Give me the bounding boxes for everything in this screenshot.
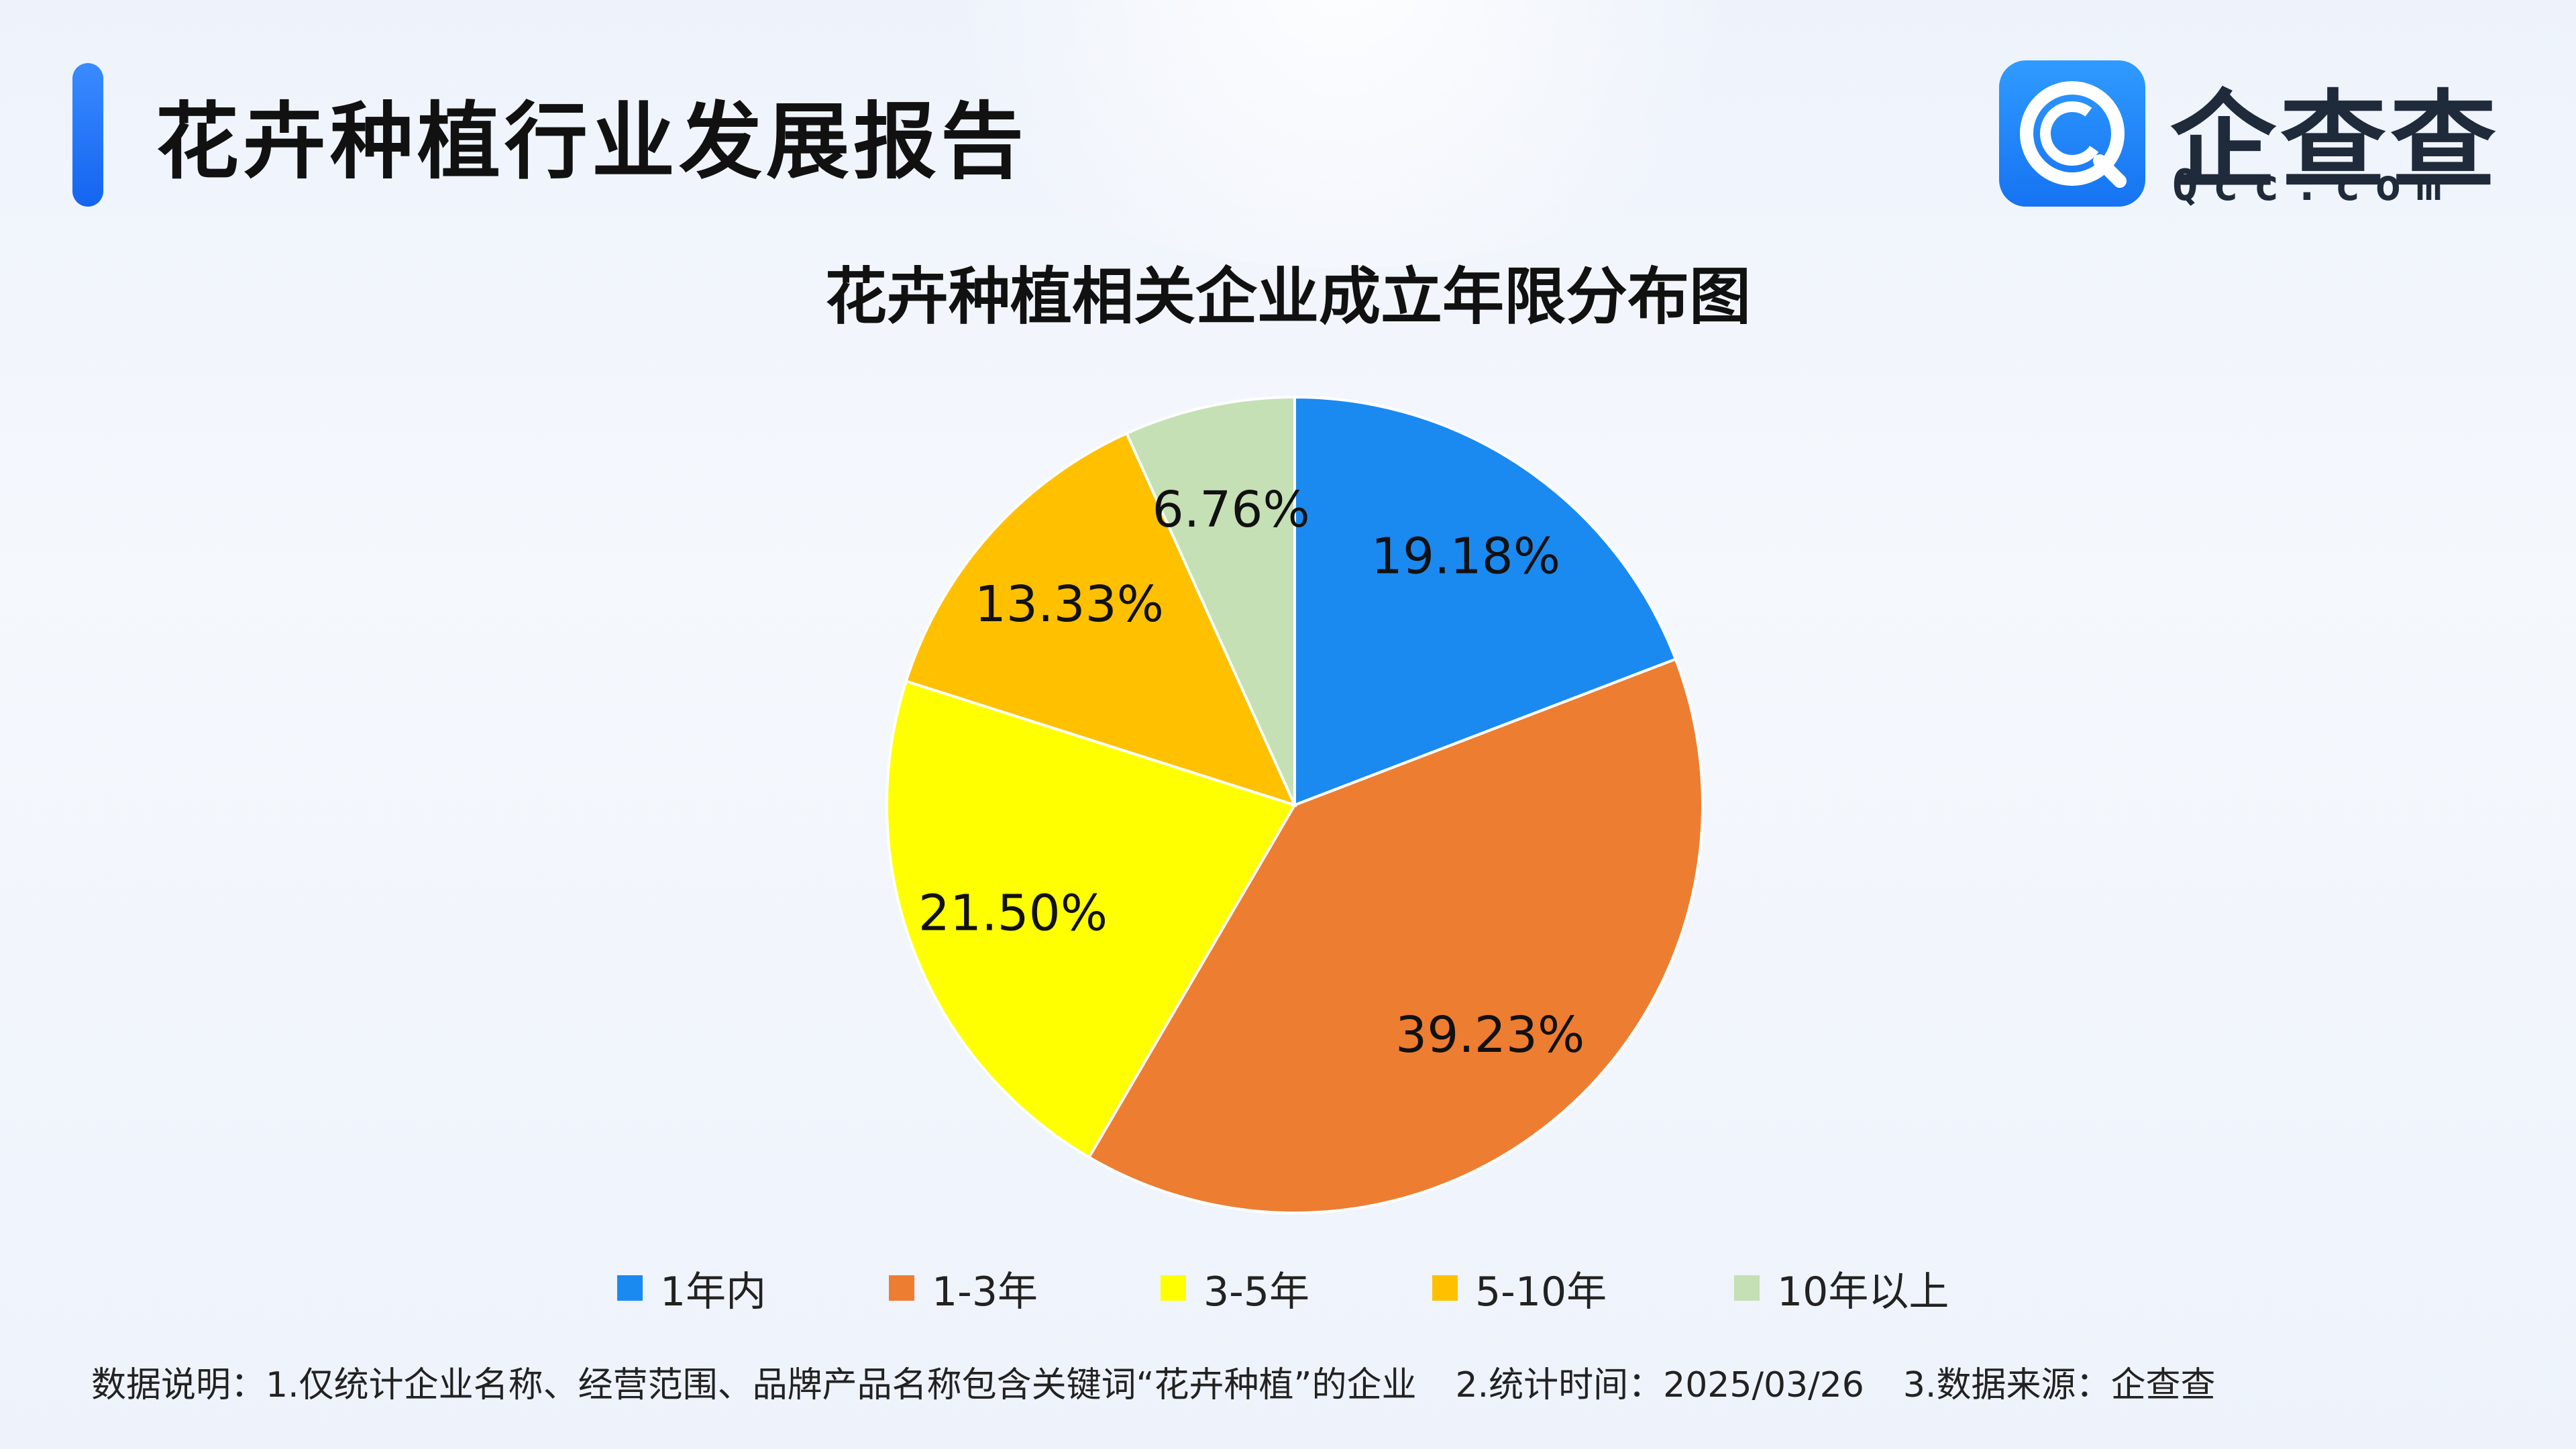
slice-label: 39.23% [1395, 1006, 1585, 1064]
legend-swatch [1734, 1275, 1760, 1301]
legend-swatch [617, 1275, 643, 1301]
slice-label: 21.50% [918, 884, 1108, 942]
legend-swatch [889, 1275, 914, 1301]
pie-chart: 19.18% 39.23% 21.50% 13.33% 6.76% [885, 395, 1704, 1214]
qcc-logo-icon [1999, 60, 2145, 207]
footnote-data-note: 数据说明：1.仅统计企业名称、经营范围、品牌产品名称包含关键词“花卉种植”的企业 [91, 1365, 1417, 1405]
report-title: 花卉种植行业发展报告 [156, 94, 1028, 191]
legend-swatch [1161, 1275, 1186, 1301]
brand-logo: 企查查 Qcc.com [1999, 60, 2576, 215]
slice-label: 6.76% [1152, 481, 1310, 539]
legend-item: 3-5年 [1161, 1261, 1309, 1316]
legend-item: 1-3年 [889, 1261, 1038, 1316]
pie-slice [1124, 395, 1296, 806]
pie-slice [1293, 395, 1678, 807]
footnote-stat-time: 2.统计时间：2025/03/26 [1455, 1365, 1864, 1405]
legend-label: 1年内 [660, 1268, 767, 1316]
logo-domain: Qcc.com [2172, 161, 2457, 211]
slice-label: 13.33% [975, 576, 1164, 633]
pie-slice [1087, 657, 1704, 1214]
footnote: 数据说明：1.仅统计企业名称、经营范围、品牌产品名称包含关键词“花卉种植”的企业… [91, 1356, 2254, 1407]
legend-label: 3-5年 [1203, 1268, 1309, 1316]
legend-label: 10年以上 [1777, 1268, 1949, 1316]
slice-label: 19.18% [1371, 527, 1560, 585]
legend-item: 10年以上 [1734, 1261, 1949, 1316]
legend-item: 5-10年 [1432, 1261, 1607, 1316]
pie-slice [904, 431, 1297, 808]
legend-item: 1年内 [617, 1261, 767, 1316]
legend-swatch [1432, 1275, 1458, 1301]
legend-label: 5-10年 [1475, 1268, 1607, 1316]
title-accent-bar [72, 63, 103, 207]
logo-name: 企查查 [2170, 80, 2500, 203]
footnote-data-source: 3.数据来源：企查查 [1902, 1365, 2216, 1405]
chart-legend: 1年内 1-3年 3-5年 5-10年 10年以上 [0, 1261, 2576, 1316]
legend-label: 1-3年 [932, 1268, 1038, 1316]
pie-slice [885, 679, 1297, 1159]
chart-title: 花卉种植相关企业成立年限分布图 [824, 261, 1751, 333]
